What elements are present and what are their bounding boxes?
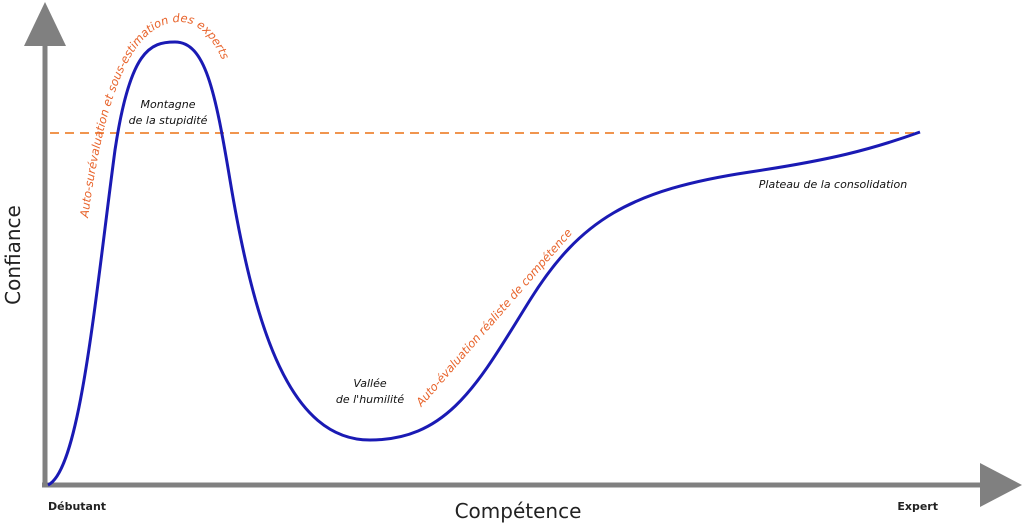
x-arrow bbox=[980, 463, 1022, 507]
y-axis-label: Confiance bbox=[1, 205, 25, 305]
peak-label-1: Montagne bbox=[141, 98, 196, 111]
x-end-label: Expert bbox=[897, 500, 938, 513]
x-start-label: Débutant bbox=[48, 500, 106, 513]
peak-label-2: de la stupidité bbox=[129, 114, 208, 127]
valley-label-1: Vallée bbox=[353, 377, 386, 390]
y-arrow bbox=[24, 2, 66, 46]
x-axis-label: Compétence bbox=[455, 499, 582, 523]
valley-label-2: de l'humilité bbox=[336, 393, 404, 406]
confidence-curve bbox=[47, 40, 921, 487]
realistic-label: Auto-évaluation réaliste de compétence bbox=[412, 226, 575, 410]
plateau-label: Plateau de la consolidation bbox=[759, 178, 907, 191]
